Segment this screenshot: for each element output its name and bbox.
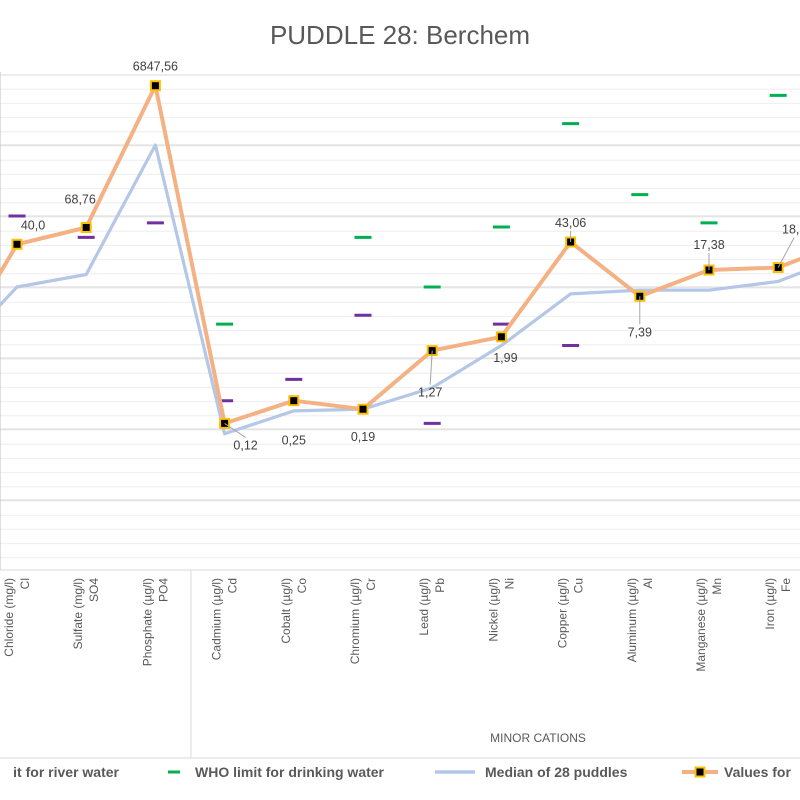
data-label-10: 17,38: [693, 238, 724, 252]
x-label-name: Aluminum (µg/l): [625, 578, 639, 662]
x-label-6: Lead (µg/l) Pb: [417, 578, 447, 636]
x-label-9: Aluminum (µg/l) Al: [625, 578, 655, 662]
x-label-name: Nickel (µg/l): [486, 578, 500, 642]
chart-title: PUDDLE 28: Berchem: [270, 20, 530, 50]
x-axis-labels: Chloride (mg/l) Cl Sulfate (mg/l) SO4 Phosph…: [2, 578, 793, 672]
x-label-name: Cobalt (µg/l): [279, 578, 293, 644]
legend-swatch-values-marker: [694, 766, 706, 778]
data-label-0: 40,0: [21, 218, 45, 232]
value-marker-2: [149, 80, 161, 92]
x-label-0: Chloride (mg/l) Cl: [2, 578, 32, 657]
median-line: [0, 143, 800, 436]
x-label-symbol: Al: [641, 578, 655, 589]
x-label-name: Sulfate (mg/l): [71, 578, 85, 649]
legend-label-who: WHO limit for drinking water: [195, 764, 385, 780]
x-label-8: Copper (µg/l) Cu: [556, 578, 586, 648]
data-label-leader-6: [429, 350, 433, 385]
data-label-4: 0,25: [282, 434, 306, 448]
x-label-symbol: Cd: [226, 578, 240, 593]
x-label-symbol: Co: [295, 578, 309, 594]
x-label-name: Chromium (µg/l): [348, 578, 362, 664]
category-dividers: [0, 569, 800, 759]
legend-label-values: Values for: [724, 764, 791, 780]
value-marker-4: [288, 395, 300, 407]
x-label-symbol: SO4: [87, 578, 101, 602]
x-label-symbol: PO4: [156, 578, 170, 602]
data-label-5: 0,19: [351, 430, 375, 444]
x-label-symbol: Cr: [364, 578, 378, 591]
data-label-1: 68,76: [65, 193, 96, 207]
x-label-3: Cadmium (µg/l) Cd: [210, 578, 240, 660]
data-label-leader-11: [777, 237, 795, 268]
x-label-name: Phosphate (µg/l): [140, 578, 154, 666]
legend: it for river water WHO limit for drinking…: [13, 764, 791, 780]
x-label-10: Manganese (µg/l) Mn: [694, 578, 724, 672]
x-label-name: Copper (µg/l): [556, 578, 570, 648]
data-label-3: 0,12: [233, 438, 257, 452]
x-label-symbol: Cu: [572, 578, 586, 593]
legend-label-median: Median of 28 puddles: [485, 764, 628, 780]
x-label-4: Cobalt (µg/l) Co: [279, 578, 309, 644]
value-marker-7: [495, 331, 507, 343]
legend-label-river: it for river water: [13, 764, 119, 780]
x-label-symbol: Cl: [18, 578, 32, 589]
value-marker-0: [11, 238, 23, 250]
series-who-limit: [216, 93, 787, 326]
data-label-7: 1,99: [493, 351, 517, 365]
x-label-name: Cadmium (µg/l): [210, 578, 224, 660]
series-values: [0, 80, 800, 429]
gridlines: [0, 72, 800, 571]
series-layer: 40,0 68,76 6847,56 0,12 0,25 0,19 1,27 1,99 43,0…: [0, 60, 800, 453]
data-label-6: 1,27: [418, 386, 442, 400]
x-label-symbol: Mn: [710, 578, 724, 595]
group-label: MINOR CATIONS: [490, 731, 586, 745]
x-label-name: Lead (µg/l): [417, 578, 431, 636]
x-label-11: Iron (µg/l) Fe: [763, 578, 793, 630]
series-median: [0, 143, 800, 436]
data-label-8: 43,06: [555, 216, 586, 230]
data-labels: 40,0 68,76 6847,56 0,12 0,25 0,19 1,27 1,99 43,0…: [21, 60, 800, 453]
x-label-name: Chloride (mg/l): [2, 578, 16, 657]
x-label-name: Manganese (µg/l): [694, 578, 708, 672]
x-label-5: Chromium (µg/l) Cr: [348, 578, 378, 664]
series-river-limit: [8, 214, 580, 425]
data-label-9: 7,39: [628, 325, 652, 339]
x-label-7: Nickel (µg/l) Ni: [486, 578, 516, 642]
data-label-11: 18,8: [782, 223, 800, 237]
x-label-symbol: Ni: [502, 578, 516, 589]
x-label-symbol: Pb: [433, 578, 447, 593]
data-label-leader-3: [224, 422, 246, 438]
value-marker-1: [80, 222, 92, 233]
x-label-2: Phosphate (µg/l) PO4: [140, 578, 170, 667]
x-label-symbol: Fe: [779, 578, 793, 592]
x-label-1: Sulfate (mg/l) SO4: [71, 578, 101, 650]
values-line: [0, 83, 800, 426]
data-label-2: 6847,56: [133, 60, 178, 74]
x-label-name: Iron (µg/l): [763, 578, 777, 630]
value-marker-5: [357, 403, 369, 415]
